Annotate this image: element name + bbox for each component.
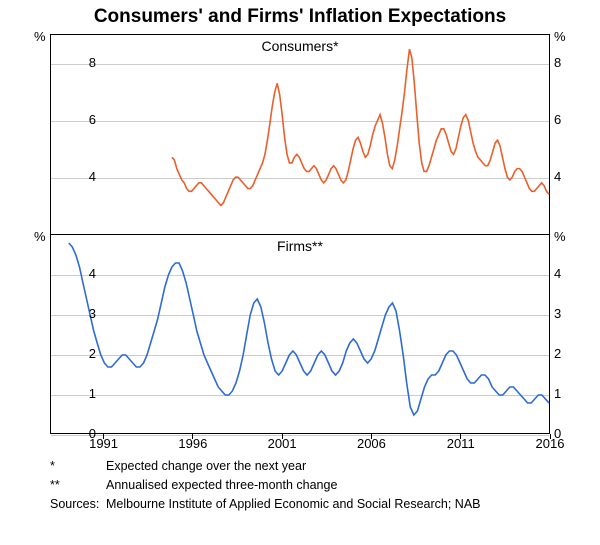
y-unit-bottom-right: %	[554, 229, 566, 244]
footnote-2-symbol: **	[50, 477, 106, 494]
y-tick-label: 6	[89, 112, 96, 127]
y-tick-label: 8	[554, 55, 561, 70]
y-tick-label: 2	[554, 346, 561, 361]
panel-firms: Firms**	[51, 235, 549, 435]
y-tick-label: 4	[89, 169, 96, 184]
y-tick-label: 6	[554, 112, 561, 127]
footnote-1-text: Expected change over the next year	[106, 458, 570, 475]
sources-text: Melbourne Institute of Applied Economic …	[106, 496, 570, 513]
footnote-2: ** Annualised expected three-month chang…	[50, 477, 570, 494]
panel-consumers: Consumers*	[51, 35, 549, 235]
sources-label: Sources:	[50, 496, 106, 513]
line-consumers	[51, 35, 549, 234]
y-unit-bottom-left: %	[34, 229, 46, 244]
footnote-1: * Expected change over the next year	[50, 458, 570, 475]
y-tick-label: 1	[89, 386, 96, 401]
chart-title: Consumers' and Firms' Inflation Expectat…	[0, 0, 600, 28]
y-tick-label: 4	[554, 169, 561, 184]
y-unit-top-left: %	[34, 29, 46, 44]
y-tick-label: 8	[89, 55, 96, 70]
footnote-2-text: Annualised expected three-month change	[106, 477, 570, 494]
y-tick-label: 1	[554, 386, 561, 401]
y-tick-label: 3	[554, 306, 561, 321]
chart-plot-area: Consumers* Firms**	[50, 34, 550, 434]
footnotes: * Expected change over the next year ** …	[50, 458, 570, 515]
y-tick-label: 3	[89, 306, 96, 321]
sources-row: Sources: Melbourne Institute of Applied …	[50, 496, 570, 513]
y-tick-label: 4	[554, 266, 561, 281]
chart-container: Consumers' and Firms' Inflation Expectat…	[0, 0, 600, 545]
line-firms	[51, 235, 549, 435]
y-tick-label: 2	[89, 346, 96, 361]
footnote-1-symbol: *	[50, 458, 106, 475]
y-tick-label: 4	[89, 266, 96, 281]
y-unit-top-right: %	[554, 29, 566, 44]
